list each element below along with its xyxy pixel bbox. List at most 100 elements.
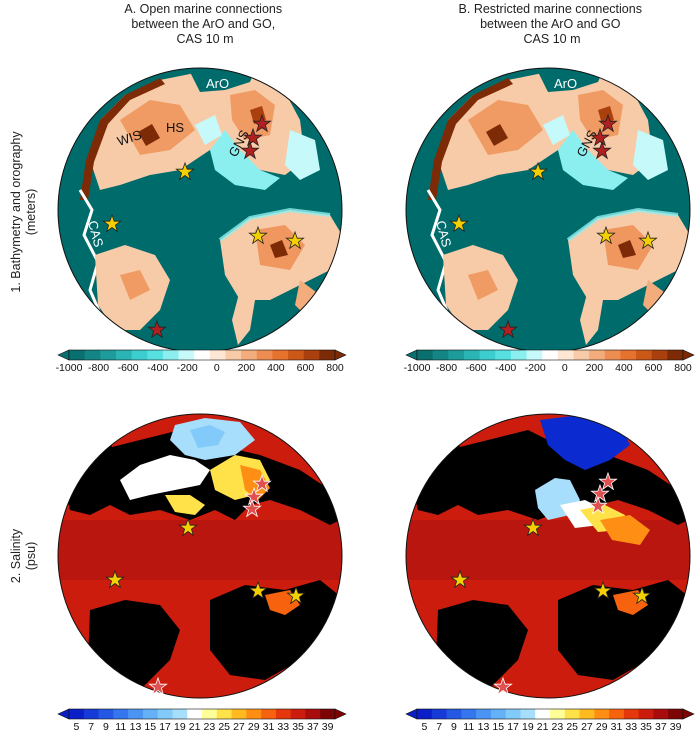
colorbar-swatch (84, 350, 101, 360)
colorbar-tick-label: 27 (233, 721, 245, 733)
colorbar-tick-label: 400 (267, 362, 285, 374)
colorbar-tick-label: 600 (297, 362, 315, 374)
colorbar-swatch (557, 350, 574, 360)
colorbar-tick-label: 37 (307, 721, 319, 733)
colorbar-tick-label: 33 (625, 721, 637, 733)
colorbar-swatch (142, 709, 159, 719)
colorbar-tick-label: 11 (463, 721, 474, 733)
colorbar-tick-label: 800 (674, 362, 692, 374)
colorbar-swatch (98, 709, 114, 719)
colorbar-swatch (490, 709, 507, 719)
colorbar-swatch (609, 709, 625, 719)
colorbar-tick-label: 200 (586, 362, 604, 374)
colorbar-swatch (446, 709, 462, 719)
colorbar-tick-label: 800 (326, 362, 344, 374)
map-bathymetry-open (57, 67, 343, 353)
colorbar-tick-label: 200 (238, 362, 256, 374)
colorbar-swatch (668, 709, 684, 719)
colorbar-swatch (589, 350, 606, 360)
colorbar-swatch (495, 350, 512, 360)
colorbar-tick-label: 15 (492, 721, 504, 733)
colorbar-tick-label: 5 (421, 721, 427, 733)
svg-text:2. Salinity: 2. Salinity (9, 528, 23, 583)
colorbar-swatch (128, 709, 144, 719)
colorbar-tick-label: 17 (159, 721, 171, 733)
label-wis-a: WIS (115, 127, 143, 149)
colorbar-tick-label: 39 (322, 721, 334, 733)
colorbar-swatch (653, 709, 669, 719)
colorbar-tick-label: 23 (552, 721, 564, 733)
colorbar-tick-label: 19 (174, 721, 186, 733)
colorbar-tick-label: -800 (436, 362, 457, 374)
colorbar-tick-label: -200 (177, 362, 198, 374)
colorbar-tick-label: 29 (596, 721, 608, 733)
colorbar-tick-label: -400 (147, 362, 168, 374)
colorbar-swatch (147, 350, 164, 360)
colorbar-swatch (667, 350, 684, 360)
colorbar-swatch (431, 709, 447, 719)
colorbar-tick-label: 21 (537, 721, 549, 733)
colorbar-extend-high (334, 349, 347, 361)
svg-text:1. Bathymetry and orography: 1. Bathymetry and orography (9, 131, 23, 293)
colorbar-extend-low (405, 349, 418, 361)
colorbar-tick-label: 25 (218, 721, 230, 733)
colorbar-swatch (69, 350, 86, 360)
colorbar-tick-label: -1000 (56, 362, 83, 374)
colorbar-swatch (290, 709, 306, 719)
colorbar-extend-low (405, 708, 418, 720)
colorbar-tick-label: 31 (611, 721, 623, 733)
colorbar-swatch (526, 350, 543, 360)
colorbar-swatch (113, 709, 129, 719)
colorbar-swatch (305, 709, 321, 719)
row-label-salinity: 2. Salinity (psu) (9, 528, 38, 583)
colorbar-swatch (461, 709, 477, 719)
map-salinity-open (57, 413, 343, 699)
colorbar-swatch (131, 350, 148, 360)
colorbar-swatch (476, 709, 492, 719)
colorbar-swatch (417, 350, 434, 360)
colorbar-swatch (448, 350, 465, 360)
colorbar-salinity-a: 5 7 9 11 13 15 17 19 21 23 25 27 29 31 33 35 37 39 (57, 708, 347, 733)
colorbar-tick-label: -1000 (404, 362, 431, 374)
colorbar-swatch (623, 709, 640, 719)
column-title-b: B. Restricted marine connections between… (459, 2, 646, 46)
colorbar-swatch (303, 350, 320, 360)
colorbar-extend-low (57, 349, 70, 361)
label-hs-a: HS (166, 120, 184, 135)
colorbar-swatch (69, 709, 85, 719)
colorbar-swatch (510, 350, 527, 360)
colorbar-tick-label: 15 (144, 721, 156, 733)
colorbar-swatch (604, 350, 621, 360)
row-label-bathymetry: 1. Bathymetry and orography (meters) (9, 131, 38, 293)
colorbar-swatch (209, 350, 226, 360)
colorbar-tick-label: 35 (292, 721, 304, 733)
colorbar-tick-label: -800 (88, 362, 109, 374)
colorbar-tick-label: 400 (615, 362, 633, 374)
colorbar-salinity-b: 5 7 9 11 13 15 17 19 21 23 25 27 29 31 33 35 37 39 (405, 708, 695, 733)
map-salinity-restricted (405, 413, 691, 699)
colorbar-swatch (261, 709, 277, 719)
colorbar-swatch (579, 709, 595, 719)
colorbar-tick-label: 5 (73, 721, 79, 733)
colorbar-swatch (272, 350, 289, 360)
colorbar-tick-label: -400 (495, 362, 516, 374)
colorbar-swatch (636, 350, 653, 360)
colorbar-swatch (542, 350, 559, 360)
colorbar-tick-label: 29 (248, 721, 260, 733)
label-cas-b: CAS (433, 219, 454, 249)
colorbar-tick-label: -600 (466, 362, 487, 374)
colorbar-swatch (178, 350, 195, 360)
colorbar-bathymetry-b: -1000 -800 -600 -400 -200 0 200 400 600 800 (404, 349, 695, 374)
colorbar-swatch (157, 709, 173, 719)
colorbar-swatch (638, 709, 654, 719)
column-title-a: A. Open marine connections between the A… (124, 2, 285, 46)
colorbar-swatch (564, 709, 580, 719)
colorbar-swatch (594, 709, 610, 719)
label-cas-a: CAS (85, 219, 106, 249)
colorbar-tick-label: 35 (640, 721, 652, 733)
colorbar-swatch (202, 709, 218, 719)
colorbar-swatch (256, 350, 273, 360)
colorbar-swatch (241, 350, 258, 360)
label-aro-b: ArO (554, 76, 577, 91)
colorbar-swatch (162, 350, 179, 360)
